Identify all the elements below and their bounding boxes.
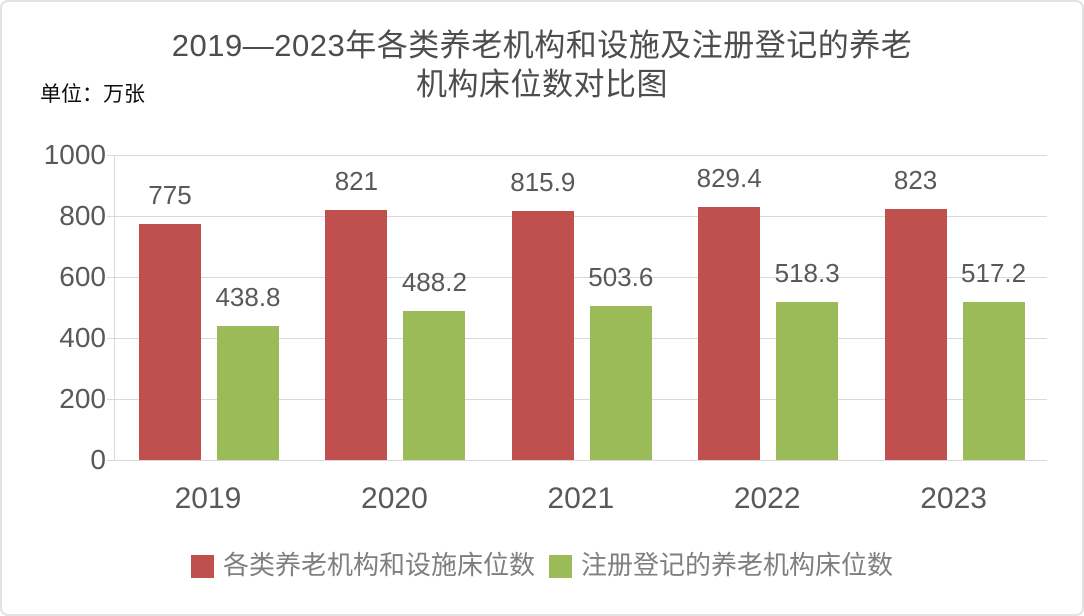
- y-tick-800: [107, 216, 115, 217]
- legend-swatch-icon: [190, 554, 214, 578]
- y-axis-line: [114, 155, 115, 461]
- y-tick-400: [107, 338, 115, 339]
- chart-title: 2019—2023年各类养老机构和设施及注册登记的养老 机构床位数对比图: [2, 26, 1082, 104]
- data-label-series1-2020: 821: [334, 165, 379, 196]
- bar-series2-2022: [776, 301, 839, 460]
- bar-series1-2022: [698, 207, 761, 460]
- chart-title-line2: 机构床位数对比图: [416, 67, 668, 102]
- gridline-800: [115, 216, 1047, 217]
- y-axis-label-400: 400: [59, 322, 106, 353]
- data-label-series2-2020: 488.2: [401, 267, 467, 298]
- gridline-200: [115, 399, 1047, 400]
- y-axis-label-1000: 1000: [43, 139, 106, 170]
- gridline-400: [115, 338, 1047, 339]
- bar-series1-2020: [325, 209, 388, 460]
- data-label-series1-2022: 829.4: [696, 163, 762, 194]
- x-axis-label-2023: 2023: [920, 482, 987, 515]
- data-label-series1-2021: 815.9: [510, 167, 576, 198]
- gridline-600: [115, 277, 1047, 278]
- y-axis-label-800: 800: [59, 200, 106, 231]
- bar-series2-2020: [403, 311, 466, 460]
- y-axis-label-600: 600: [59, 261, 106, 292]
- data-label-series1-2019: 775: [148, 179, 192, 210]
- bar-series1-2019: [139, 223, 201, 460]
- x-axis-label-2021: 2021: [547, 482, 615, 515]
- legend-label-1: 各类养老机构和设施床位数: [222, 551, 535, 580]
- x-axis-label-2019: 2019: [174, 482, 242, 515]
- data-label-series2-2023: 517.2: [961, 258, 1027, 289]
- x-axis-label-2020: 2020: [361, 482, 428, 515]
- y-tick-1000: [107, 155, 115, 156]
- legend-swatch-icon: [549, 554, 572, 578]
- data-label-series2-2021: 503.6: [588, 262, 654, 293]
- bar-series2-2023: [962, 302, 1025, 460]
- gridline-0: [115, 460, 1047, 461]
- legend: 各类养老机构和设施床位数 注册登记的养老机构床位数: [2, 552, 1082, 580]
- y-tick-600: [107, 277, 115, 278]
- bar-series2-2019: [217, 326, 279, 460]
- legend-item-1: 各类养老机构和设施床位数: [190, 551, 535, 580]
- plot-area: 775 438.8 821 488.2 815.9 503.6 829.4 518.3 823 5…: [115, 155, 1047, 461]
- data-label-series1-2023: 823: [893, 164, 938, 195]
- y-tick-0: [107, 460, 115, 461]
- y-axis-label-0: 0: [90, 444, 106, 475]
- gridline-1000: [115, 155, 1047, 156]
- unit-label: 单位：万张: [40, 82, 145, 106]
- data-label-series2-2022: 518.3: [774, 257, 840, 288]
- y-tick-200: [107, 399, 115, 400]
- data-label-series2-2019: 438.8: [215, 282, 281, 313]
- x-axis-label-2022: 2022: [733, 482, 801, 515]
- chart-title-line1: 2019—2023年各类养老机构和设施及注册登记的养老: [171, 28, 913, 63]
- bar-series1-2021: [511, 211, 574, 460]
- bar-series2-2021: [589, 306, 652, 460]
- bar-series1-2023: [884, 209, 947, 460]
- legend-label-2: 注册登记的养老机构床位数: [581, 551, 894, 580]
- y-axis-label-200: 200: [59, 383, 106, 414]
- legend-item-2: 注册登记的养老机构床位数: [549, 552, 893, 580]
